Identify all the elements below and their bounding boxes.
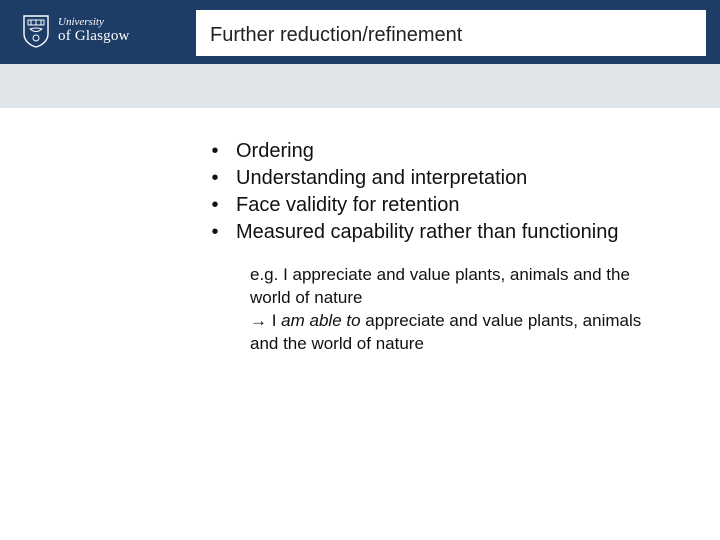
example-line-1: e.g. I appreciate and value plants, anim… [250, 264, 670, 310]
secondary-band [0, 64, 720, 108]
list-item: • Understanding and interpretation [210, 165, 690, 192]
bullet-icon: • [210, 165, 220, 192]
logo-text: University of Glasgow [58, 17, 130, 44]
bullet-text: Face validity for retention [236, 192, 459, 219]
bullet-text: Measured capability rather than function… [236, 219, 618, 246]
bullet-icon: • [210, 219, 220, 246]
list-item: • Face validity for retention [210, 192, 690, 219]
title-underline [194, 56, 720, 60]
slide-title: Further reduction/refinement [210, 24, 694, 47]
university-logo: University of Glasgow [22, 14, 130, 48]
logo-line-2: of Glasgow [58, 29, 130, 45]
bullet-text: Ordering [236, 138, 314, 165]
title-block: Further reduction/refinement [196, 10, 706, 57]
example-block: e.g. I appreciate and value plants, anim… [250, 264, 670, 356]
list-item: • Ordering [210, 138, 690, 165]
content-area: • Ordering • Understanding and interpret… [210, 138, 690, 356]
arrow-icon: → [250, 311, 267, 330]
crest-icon [22, 14, 50, 48]
bullet-text: Understanding and interpretation [236, 165, 527, 192]
example-line-2: → I am able to appreciate and value plan… [250, 310, 670, 356]
bullet-icon: • [210, 192, 220, 219]
slide: University of Glasgow Further reduction/… [0, 0, 720, 540]
list-item: • Measured capability rather than functi… [210, 219, 690, 246]
example-emphasis: am able to [281, 311, 360, 330]
bullet-icon: • [210, 138, 220, 165]
example-lead: I [267, 311, 281, 330]
bullet-list: • Ordering • Understanding and interpret… [210, 138, 690, 246]
